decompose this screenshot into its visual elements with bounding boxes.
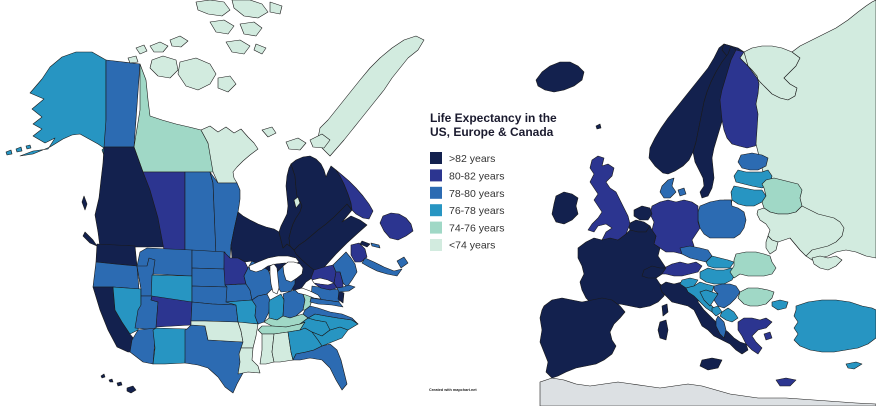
svg-text:<74 years: <74 years bbox=[449, 239, 495, 251]
svg-text:>82 years: >82 years bbox=[449, 153, 495, 165]
svg-text:US, Europe & Canada: US, Europe & Canada bbox=[430, 125, 554, 139]
svg-text:78-80 years: 78-80 years bbox=[449, 188, 504, 200]
svg-text:Life Expectancy in the: Life Expectancy in the bbox=[430, 111, 557, 125]
svg-text:Created with mapchart.net: Created with mapchart.net bbox=[429, 388, 477, 392]
svg-text:74-76 years: 74-76 years bbox=[449, 223, 504, 235]
svg-text:80-82 years: 80-82 years bbox=[449, 170, 504, 182]
svg-text:76-78 years: 76-78 years bbox=[449, 205, 504, 217]
